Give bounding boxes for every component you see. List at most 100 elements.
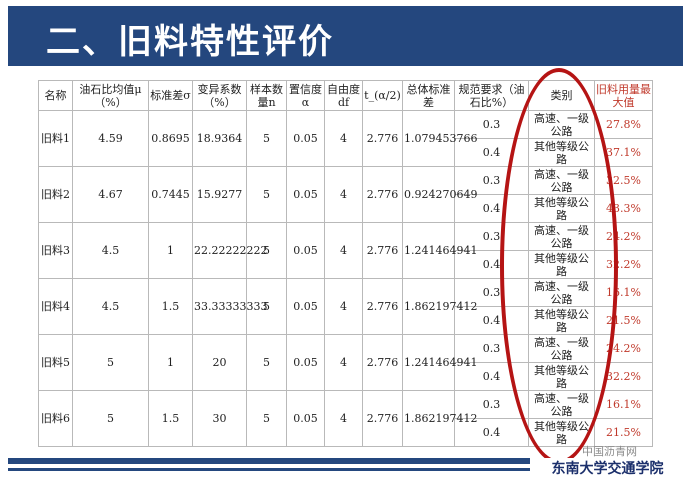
cell-n: 5 <box>246 278 287 335</box>
cell-n: 5 <box>246 110 287 167</box>
table-row: 旧料3 4.5 1 22.22222222 5 0.05 4 2.776 1.2… <box>38 222 653 279</box>
cell-name: 旧料2 <box>38 166 73 223</box>
cell-pop-std: 1.862197412 <box>402 278 477 335</box>
cell-cv: 30 <box>192 390 247 447</box>
cell-category: 高速、一级公路 <box>528 166 595 195</box>
cell-mean: 4.67 <box>72 166 149 223</box>
cell-t: 2.776 <box>362 222 403 279</box>
cell-df: 4 <box>324 110 363 167</box>
cell-requirement: 0.4 <box>454 194 529 223</box>
footer-bar <box>8 458 530 464</box>
cell-category: 高速、一级公路 <box>528 390 595 419</box>
header-row: 名称 油石比均值μ（%） 标准差σ 变异系数（%） 样本数量n 置信度α 自由度… <box>38 80 653 111</box>
footer-bar-thin <box>8 468 530 471</box>
cell-max: 43.3% <box>594 194 653 223</box>
cell-cv: 15.9277 <box>192 166 247 223</box>
cell-requirement: 0.3 <box>454 110 529 139</box>
table-row: 0.4 其他等级公路 37.1% <box>39 138 653 167</box>
cell-max: 37.1% <box>594 138 653 167</box>
table-row: 0.4 其他等级公路 21.5% <box>39 418 653 447</box>
cell-max: 24.2% <box>594 334 653 363</box>
cell-max: 16.1% <box>594 390 653 419</box>
col-header-n: 样本数量n <box>246 80 287 111</box>
cell-requirement: 0.4 <box>454 138 529 167</box>
cell-df: 4 <box>324 278 363 335</box>
cell-t: 2.776 <box>362 334 403 391</box>
col-header-name: 名称 <box>38 80 73 111</box>
table-row: 0.4 其他等级公路 43.3% <box>39 194 653 223</box>
cell-std: 0.7445 <box>148 166 193 223</box>
cell-df: 4 <box>324 222 363 279</box>
col-header-pop-std: 总体标准差 <box>402 80 455 111</box>
cell-max: 24.2% <box>594 222 653 251</box>
watermark-text: 中国沥青网 <box>582 445 637 458</box>
cell-n: 5 <box>246 390 287 447</box>
cell-category: 高速、一级公路 <box>528 110 595 139</box>
cell-requirement: 0.3 <box>454 166 529 195</box>
cell-n: 5 <box>246 166 287 223</box>
cell-requirement: 0.3 <box>454 334 529 363</box>
cell-n: 5 <box>246 334 287 391</box>
cell-df: 4 <box>324 166 363 223</box>
table-row: 旧料2 4.67 0.7445 15.9277 5 0.05 4 2.776 0… <box>38 166 653 223</box>
cell-name: 旧料4 <box>38 278 73 335</box>
cell-requirement: 0.4 <box>454 306 529 335</box>
table-row: 旧料1 4.59 0.8695 18.9364 5 0.05 4 2.776 1… <box>38 110 653 167</box>
cell-category: 其他等级公路 <box>528 362 595 391</box>
cell-t: 2.776 <box>362 110 403 167</box>
cell-name: 旧料3 <box>38 222 73 279</box>
cell-pop-std: 1.079453766 <box>402 110 477 167</box>
table-row: 旧料6 5 1.5 30 5 0.05 4 2.776 1.862197412 … <box>38 390 653 447</box>
col-header-requirement: 规范要求（油石比%） <box>454 80 529 111</box>
cell-name: 旧料1 <box>38 110 73 167</box>
cell-requirement: 0.4 <box>454 418 529 447</box>
cell-cv: 33.33333333 <box>192 278 267 335</box>
cell-pop-std: 1.862197412 <box>402 390 477 447</box>
cell-pop-std: 0.924270649 <box>402 166 477 223</box>
col-header-max: 旧料用量最大值 <box>594 80 653 111</box>
cell-requirement: 0.3 <box>454 222 529 251</box>
cell-cv: 22.22222222 <box>192 222 267 279</box>
cell-pop-std: 1.241464941 <box>402 334 477 391</box>
cell-category: 其他等级公路 <box>528 250 595 279</box>
cell-cv: 20 <box>192 334 247 391</box>
title-banner: 二、旧料特性评价 <box>8 6 683 66</box>
slide-title: 二、旧料特性评价 <box>46 22 334 62</box>
table-row: 旧料4 4.5 1.5 33.33333333 5 0.05 4 2.776 1… <box>38 278 653 335</box>
cell-alpha: 0.05 <box>286 222 325 279</box>
cell-category: 其他等级公路 <box>528 306 595 335</box>
col-header-df: 自由度df <box>324 80 363 111</box>
cell-category: 其他等级公路 <box>528 138 595 167</box>
cell-mean: 4.5 <box>72 278 149 335</box>
cell-category: 其他等级公路 <box>528 194 595 223</box>
cell-t: 2.776 <box>362 166 403 223</box>
cell-category: 高速、一级公路 <box>528 278 595 307</box>
cell-std: 1.5 <box>148 278 193 335</box>
cell-mean: 4.59 <box>72 110 149 167</box>
cell-alpha: 0.05 <box>286 278 325 335</box>
cell-mean: 4.5 <box>72 222 149 279</box>
col-header-category: 类别 <box>528 80 595 111</box>
cell-max: 32.2% <box>594 362 653 391</box>
cell-max: 32.5% <box>594 166 653 195</box>
col-header-cv: 变异系数（%） <box>192 80 247 111</box>
cell-std: 0.8695 <box>148 110 193 167</box>
col-header-std: 标准差σ <box>148 80 193 111</box>
col-header-t: t_(α/2) <box>362 80 403 111</box>
cell-max: 21.5% <box>594 306 653 335</box>
cell-alpha: 0.05 <box>286 334 325 391</box>
cell-t: 2.776 <box>362 390 403 447</box>
table-row: 旧料5 5 1 20 5 0.05 4 2.776 1.241464941 0.… <box>38 334 653 391</box>
cell-max: 16.1% <box>594 278 653 307</box>
cell-max: 27.8% <box>594 110 653 139</box>
cell-alpha: 0.05 <box>286 110 325 167</box>
table-row: 0.4 其他等级公路 21.5% <box>39 306 653 335</box>
cell-std: 1 <box>148 222 193 279</box>
cell-mean: 5 <box>72 334 149 391</box>
material-table: 名称 油石比均值μ（%） 标准差σ 变异系数（%） 样本数量n 置信度α 自由度… <box>38 80 653 447</box>
cell-df: 4 <box>324 334 363 391</box>
cell-name: 旧料6 <box>38 390 73 447</box>
cell-name: 旧料5 <box>38 334 73 391</box>
cell-std: 1 <box>148 334 193 391</box>
institution-logo-text: 东南大学交通学院 <box>532 458 683 480</box>
